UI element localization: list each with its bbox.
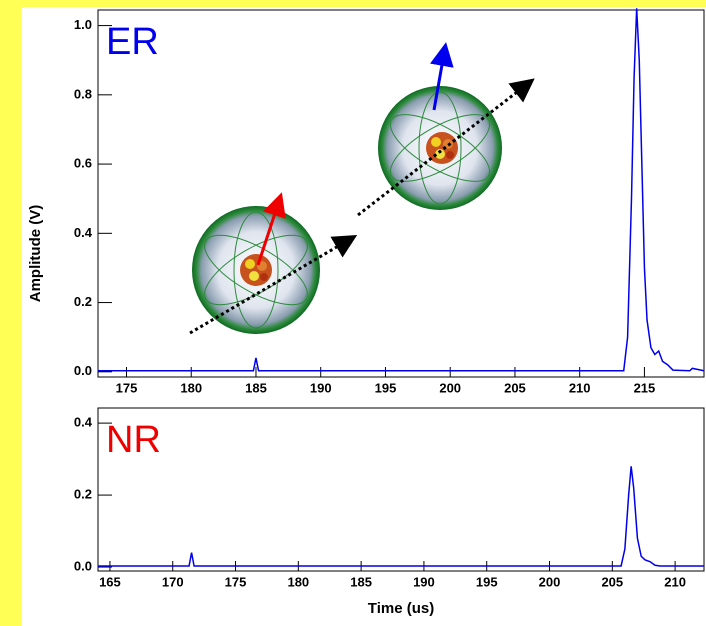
x-tick-label: 215 — [634, 380, 656, 395]
x-tick-label: 190 — [413, 574, 435, 589]
plot-frame — [97, 407, 705, 572]
x-tick-label: 180 — [180, 380, 202, 395]
atom-illustration — [357, 42, 535, 217]
y-axis-label: Amplitude (V) — [27, 205, 44, 303]
x-tick-label: 205 — [601, 574, 623, 589]
x-tick-label: 190 — [310, 380, 332, 395]
y-tick-label: 0.4 — [74, 415, 93, 430]
x-tick-label: 185 — [350, 574, 372, 589]
x-axis-label: Time (us) — [368, 600, 434, 617]
signal-trace — [98, 466, 704, 567]
x-tick-label: 180 — [287, 574, 309, 589]
x-tick-label: 175 — [225, 574, 247, 589]
y-tick-label: 0.2 — [74, 487, 92, 502]
x-tick-label: 210 — [664, 574, 686, 589]
x-tick-label: 165 — [99, 574, 121, 589]
x-tick-label: 205 — [504, 380, 526, 395]
y-tick-label: 0.0 — [74, 558, 92, 573]
x-tick-label: 200 — [439, 380, 461, 395]
x-tick-label: 195 — [375, 380, 397, 395]
y-tick-label: 1.0 — [74, 17, 92, 32]
x-tick-label: 175 — [116, 380, 138, 395]
x-tick-label: 195 — [476, 574, 498, 589]
y-tick-label: 0.4 — [74, 225, 93, 240]
signal-trace — [98, 8, 705, 372]
plot-frame — [97, 9, 705, 378]
atom-illustration — [189, 192, 358, 335]
y-tick-label: 0.6 — [74, 156, 92, 171]
annotation: ER — [106, 21, 159, 63]
x-tick-label: 185 — [245, 380, 267, 395]
x-tick-label: 170 — [162, 574, 184, 589]
y-tick-label: 0.8 — [74, 86, 92, 101]
y-tick-label: 0.0 — [74, 363, 92, 378]
x-tick-label: 200 — [539, 574, 561, 589]
annotation: NR — [106, 419, 161, 461]
panel — [22, 7, 706, 626]
x-tick-label: 210 — [569, 380, 591, 395]
y-tick-label: 0.2 — [74, 294, 92, 309]
